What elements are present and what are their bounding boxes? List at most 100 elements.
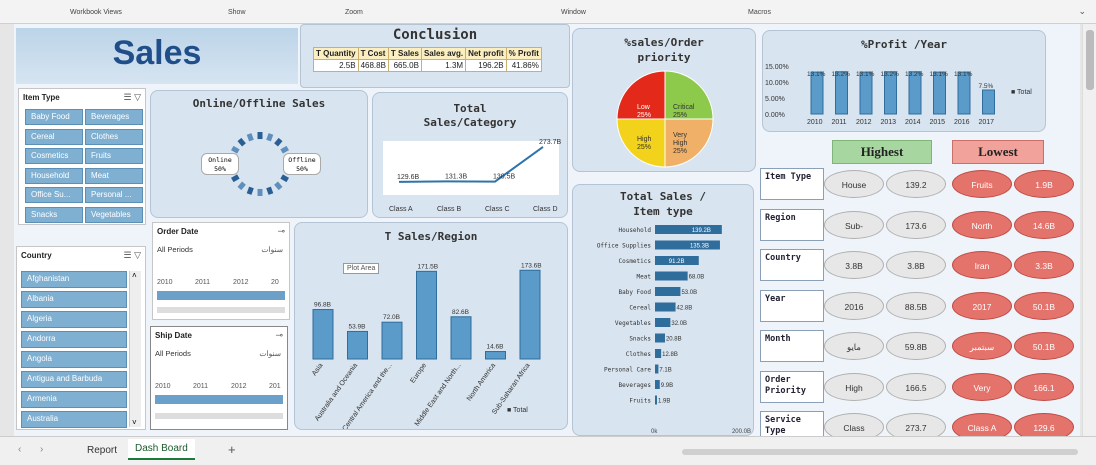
tab-dash-board[interactable]: Dash Board bbox=[128, 439, 195, 460]
item-type-option[interactable]: Household bbox=[25, 167, 83, 184]
tab-next-icon[interactable]: › bbox=[40, 444, 44, 455]
data-label: 13.2% bbox=[881, 71, 900, 78]
profit-bar bbox=[908, 71, 922, 115]
pie-label: Very bbox=[673, 132, 688, 139]
country-option[interactable]: Andorra bbox=[21, 331, 127, 348]
item-type-option[interactable]: Personal ... bbox=[85, 187, 143, 203]
country-option[interactable]: Antigua and Barbuda bbox=[21, 371, 127, 388]
order-date-clear-icon[interactable]: ⊸ bbox=[277, 226, 285, 236]
item-type-option[interactable]: Meat bbox=[85, 167, 143, 184]
item-type-option[interactable]: Cosmetics bbox=[25, 148, 83, 164]
ship-date-scrollbar[interactable] bbox=[155, 413, 283, 419]
tab-report[interactable]: Report bbox=[87, 445, 118, 456]
conclusion-value-cell: 196.2B bbox=[465, 59, 507, 72]
ship-date-year: 2010 bbox=[155, 383, 171, 390]
data-label: 1.9B bbox=[658, 399, 670, 405]
axis-min: 0k bbox=[651, 429, 658, 435]
highest-value: 88.5B bbox=[886, 291, 946, 320]
online-offline-title: Online/Offline Sales bbox=[192, 97, 326, 110]
order-date-year: 2012 bbox=[233, 279, 249, 286]
metric-label: Region bbox=[765, 212, 796, 223]
highest-name: Sub- bbox=[824, 210, 884, 239]
order-date-unit[interactable]: سنوات bbox=[261, 245, 283, 254]
priority-title-2: priority bbox=[637, 51, 691, 64]
country-scrollbar[interactable]: ˄ ˅ bbox=[129, 271, 141, 427]
scroll-down-icon[interactable]: ˅ bbox=[132, 418, 137, 427]
category-label: Vegetables bbox=[615, 320, 652, 327]
scroll-thumb[interactable] bbox=[1086, 30, 1094, 90]
conclusion-header-row: T Quantity T Cost T Sales Sales avg. Net pro… bbox=[313, 47, 542, 60]
slicer-filter-icons[interactable]: ☰ ▽ bbox=[123, 92, 142, 102]
highest-name: 2016 bbox=[824, 291, 884, 320]
horizontal-scrollbar[interactable] bbox=[682, 449, 1078, 455]
highest-name: House bbox=[824, 170, 884, 198]
highest-value: 166.5 bbox=[886, 372, 946, 401]
ship-date-clear-icon[interactable]: ⊸ bbox=[275, 330, 283, 340]
order-date-period: All Periods bbox=[157, 245, 193, 254]
country-option[interactable]: Australia bbox=[21, 411, 127, 428]
ship-date-range-bar[interactable] bbox=[155, 395, 283, 404]
conclusion-header-cell: T Cost bbox=[357, 47, 389, 60]
category-label: Clothes bbox=[626, 351, 652, 358]
sales-header: Sales bbox=[16, 28, 298, 84]
ribbon-group-macros: Macros bbox=[748, 9, 771, 16]
order-date-year: 20 bbox=[271, 279, 279, 286]
item-type-option[interactable]: Office Su... bbox=[25, 187, 83, 203]
country-option[interactable]: Armenia bbox=[21, 391, 127, 408]
metric-label: Item Type bbox=[765, 172, 812, 182]
data-label: 72.0B bbox=[383, 314, 400, 321]
item-type-option[interactable]: Baby Food bbox=[25, 109, 83, 125]
item-bar bbox=[655, 256, 699, 265]
category-label: 2013 bbox=[881, 119, 897, 126]
country-option[interactable]: Albania bbox=[21, 291, 127, 308]
category-label: Class D bbox=[533, 206, 558, 213]
donut-segment bbox=[237, 181, 246, 191]
pie-slice bbox=[616, 70, 666, 120]
ship-date-unit[interactable]: سنوات bbox=[259, 349, 281, 358]
item-bar bbox=[655, 240, 720, 250]
vertical-scrollbar[interactable] bbox=[1082, 24, 1096, 436]
ship-date-year: 2012 bbox=[231, 383, 247, 390]
pie-value: 25% bbox=[673, 112, 687, 119]
profit-bar bbox=[884, 71, 897, 115]
profit-bar bbox=[835, 71, 848, 115]
country-option[interactable]: Afghanistan bbox=[21, 271, 127, 288]
country-option[interactable]: Algeria bbox=[21, 311, 127, 328]
data-label: 53.0B bbox=[681, 290, 697, 296]
y-tick-label: 15.00% bbox=[765, 64, 789, 71]
metric-label-card: Item Type bbox=[760, 168, 824, 200]
data-label: 13.1% bbox=[856, 71, 875, 78]
profit-bar bbox=[810, 71, 824, 115]
ribbon-collapse-icon[interactable]: ⌄ bbox=[1078, 6, 1086, 16]
country-filter-icons[interactable]: ☰ ▽ bbox=[123, 250, 142, 260]
item-type-option[interactable]: Fruits bbox=[85, 148, 143, 164]
scroll-up-icon[interactable]: ˄ bbox=[132, 271, 137, 280]
tab-prev-icon[interactable]: ‹ bbox=[18, 444, 22, 455]
order-date-range-bar[interactable] bbox=[157, 291, 285, 300]
data-label: 9.9B bbox=[661, 383, 673, 389]
order-date-scrollbar[interactable] bbox=[157, 307, 285, 313]
offline-label: Offline 50% bbox=[283, 153, 321, 175]
priority-panel: %sales/Order priority Low 25% Critical 25% H… bbox=[572, 28, 756, 172]
item-bar bbox=[655, 287, 681, 296]
item-type-option[interactable]: Beverages bbox=[85, 109, 143, 125]
lowest-value: 50.1B bbox=[1014, 332, 1074, 360]
donut-segment bbox=[266, 186, 274, 195]
plot-area bbox=[383, 141, 559, 195]
lowest-name: Fruits bbox=[952, 170, 1012, 198]
item-type-option[interactable]: Clothes bbox=[85, 128, 143, 145]
add-sheet-button[interactable]: + bbox=[228, 442, 236, 457]
item-type-option[interactable]: Cereal bbox=[25, 128, 83, 145]
pie-slice bbox=[664, 70, 714, 120]
conclusion-title: Conclusion bbox=[392, 27, 478, 43]
ribbon: Workbook Views Show Zoom Window Macros ⌄ bbox=[0, 0, 1096, 24]
item-type-option[interactable]: Snacks bbox=[25, 206, 83, 223]
highest-name: High bbox=[824, 372, 884, 401]
item-type-option[interactable]: Vegetables bbox=[85, 206, 143, 223]
country-option[interactable]: Angola bbox=[21, 351, 127, 368]
category-label: Fruits bbox=[629, 398, 651, 405]
pie-label: Low bbox=[637, 104, 651, 111]
order-date-timeline: Order Date ⊸ All Periods سنوات 2010 2011… bbox=[152, 222, 290, 320]
